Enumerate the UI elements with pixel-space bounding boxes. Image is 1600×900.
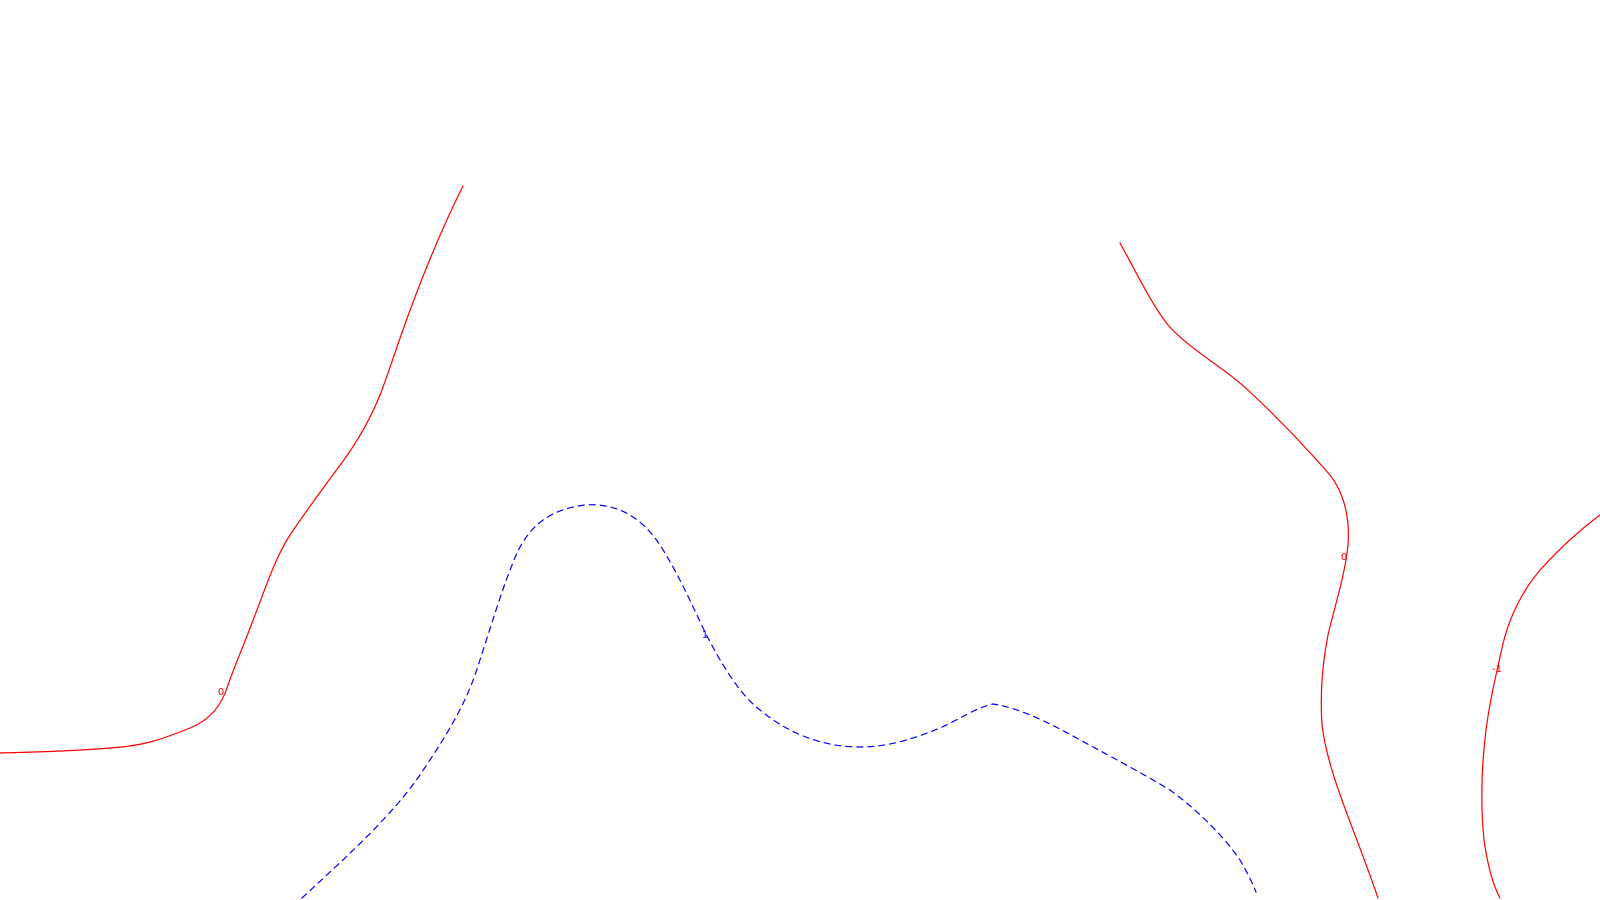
contour-line-minus-one <box>1481 514 1600 899</box>
contour-label-zero-west: 0 <box>218 687 224 698</box>
contour-zero-east: 0 <box>1119 242 1379 899</box>
contour-zero-west: 0 <box>0 185 464 754</box>
contour-line-zero-east <box>1119 242 1379 899</box>
contour-minus-one: -1 <box>1481 514 1600 899</box>
contour-label-minus-one: -1 <box>1492 664 1502 675</box>
contour-label-one: 1 <box>702 630 708 641</box>
contour-line-one <box>301 504 1257 899</box>
contour-line-zero-west <box>0 185 464 754</box>
contour-one: 1 <box>301 504 1257 899</box>
contour-label-zero-east: 0 <box>1341 552 1347 563</box>
